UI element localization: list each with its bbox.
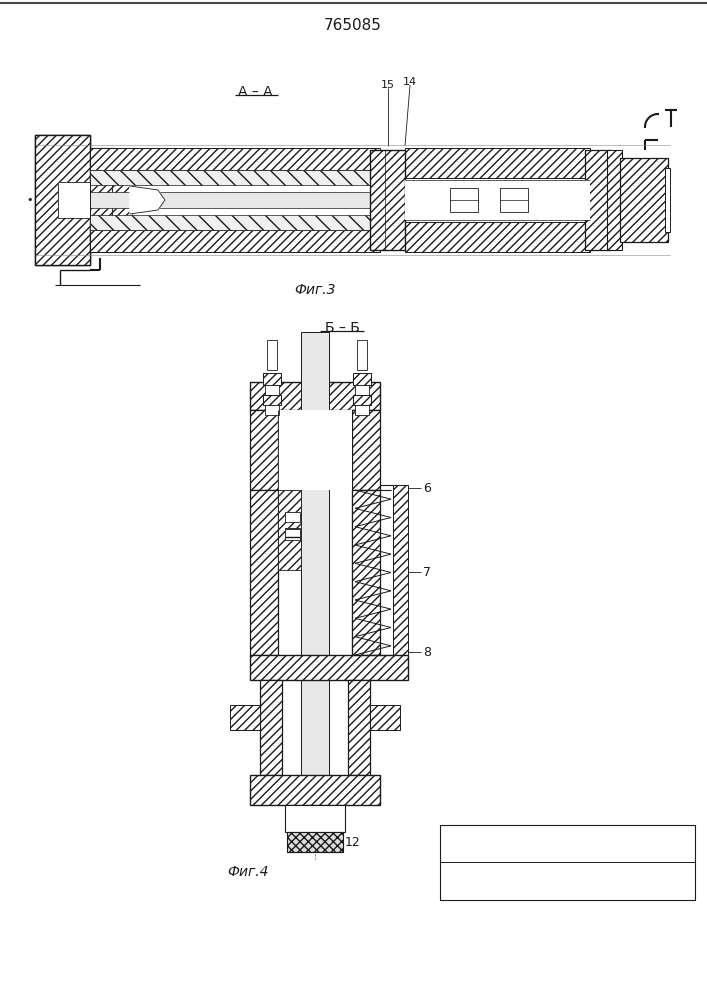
- Bar: [58, 182, 90, 218]
- Bar: [352, 485, 397, 660]
- Bar: [250, 655, 408, 680]
- Bar: [90, 170, 380, 185]
- Bar: [405, 148, 590, 178]
- Bar: [353, 395, 371, 405]
- Bar: [393, 485, 408, 660]
- Bar: [620, 158, 668, 242]
- Text: ЦНИИПИ   Заказ 6424/19: ЦНИИПИ Заказ 6424/19: [446, 838, 580, 848]
- Bar: [301, 332, 329, 842]
- Bar: [250, 490, 278, 655]
- Text: 12: 12: [345, 836, 361, 848]
- Bar: [35, 135, 90, 265]
- Text: Тираж 730  Подписное: Тираж 730 Подписное: [446, 848, 571, 858]
- Text: Фиг.4: Фиг.4: [227, 865, 269, 879]
- Bar: [348, 680, 370, 775]
- Bar: [405, 180, 590, 220]
- Bar: [90, 230, 380, 252]
- Bar: [90, 148, 112, 252]
- Bar: [500, 188, 528, 212]
- Text: •: •: [27, 195, 33, 205]
- Bar: [665, 168, 670, 232]
- Bar: [370, 705, 400, 730]
- Bar: [90, 215, 380, 230]
- Bar: [353, 373, 371, 385]
- Text: 765085: 765085: [324, 17, 382, 32]
- Bar: [285, 805, 345, 832]
- Text: Филиал ППП"патент",: Филиал ППП"патент",: [446, 868, 566, 878]
- Bar: [287, 832, 343, 852]
- Text: г.Ужгород,ул.Проектная,4: г.Ужгород,ул.Проектная,4: [446, 881, 591, 891]
- Bar: [90, 192, 580, 208]
- Text: 6: 6: [423, 482, 431, 494]
- Text: 15: 15: [381, 80, 395, 90]
- Polygon shape: [130, 186, 165, 214]
- Bar: [265, 405, 279, 415]
- Bar: [260, 680, 282, 775]
- Bar: [112, 170, 132, 230]
- Bar: [352, 490, 380, 655]
- Bar: [230, 705, 260, 730]
- Bar: [405, 222, 590, 252]
- Bar: [357, 340, 367, 370]
- Text: Б – Б: Б – Б: [325, 321, 359, 335]
- Bar: [267, 340, 277, 370]
- Bar: [370, 150, 405, 250]
- Bar: [278, 490, 301, 570]
- Bar: [90, 148, 380, 170]
- Bar: [35, 135, 90, 265]
- Bar: [250, 775, 380, 805]
- Bar: [355, 385, 369, 395]
- Text: А – А: А – А: [238, 85, 272, 99]
- Bar: [263, 373, 281, 385]
- Text: Фиг.3: Фиг.3: [294, 283, 336, 297]
- Bar: [130, 186, 380, 214]
- Bar: [278, 410, 352, 490]
- Text: 8: 8: [423, 646, 431, 658]
- Text: 14: 14: [403, 77, 417, 87]
- Bar: [58, 182, 90, 218]
- Bar: [285, 512, 300, 522]
- Bar: [440, 825, 695, 900]
- Bar: [250, 410, 278, 490]
- Bar: [285, 528, 300, 540]
- Bar: [250, 382, 380, 410]
- Bar: [585, 150, 610, 250]
- Bar: [265, 385, 279, 395]
- Bar: [607, 150, 622, 250]
- Text: 7: 7: [423, 566, 431, 578]
- Bar: [355, 405, 369, 415]
- Bar: [352, 410, 380, 490]
- Bar: [450, 188, 478, 212]
- Bar: [263, 395, 281, 405]
